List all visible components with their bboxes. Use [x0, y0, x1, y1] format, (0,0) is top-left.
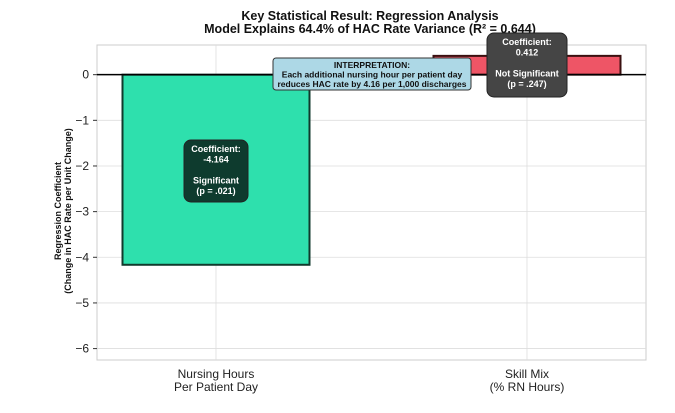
coefficient-box-text: Not Significant	[495, 69, 559, 79]
y-tick-label: 0	[82, 68, 89, 82]
x-tick-label: Per Patient Day	[174, 380, 258, 394]
chart-title: Key Statistical Result: Regression Analy…	[241, 9, 498, 23]
y-tick-label: −1	[75, 113, 89, 127]
coefficient-box-1	[486, 32, 568, 98]
y-tick-label: −3	[75, 205, 89, 219]
x-tick-label: (% RN Hours)	[490, 380, 565, 394]
y-tick-label: −5	[75, 296, 89, 310]
interpretation-box	[272, 57, 472, 91]
interpretation-text: INTERPRETATION:	[334, 60, 410, 70]
interpretation-text: reduces HAC rate by 4.16 per 1,000 disch…	[278, 79, 467, 89]
x-tick-label: Nursing Hours	[178, 367, 255, 381]
coefficient-box-text: Significant	[193, 176, 239, 186]
coefficient-box-text: Coefficient:	[502, 37, 552, 47]
y-tick-label: −2	[75, 159, 89, 173]
coefficient-box-text: Coefficient:	[191, 144, 241, 154]
y-tick-label: −4	[75, 250, 89, 264]
y-tick-label: −6	[75, 342, 89, 356]
coefficient-box-text: -4.164	[203, 155, 229, 165]
coefficient-box-0	[183, 139, 249, 203]
y-axis-label-line1: Regression Coefficient	[53, 162, 63, 260]
coefficient-box-text: (p = .247)	[507, 79, 546, 89]
interpretation-text: Each additional nursing hour per patient…	[282, 70, 463, 80]
x-tick-label: Skill Mix	[505, 367, 549, 381]
coefficient-box-text: (p = .021)	[196, 186, 235, 196]
coefficient-box-text: 0.412	[516, 48, 539, 58]
chart-subtitle: Model Explains 64.4% of HAC Rate Varianc…	[204, 22, 536, 36]
y-axis-label-line2: (Change in HAC Rate per Unit Change)	[63, 128, 73, 294]
